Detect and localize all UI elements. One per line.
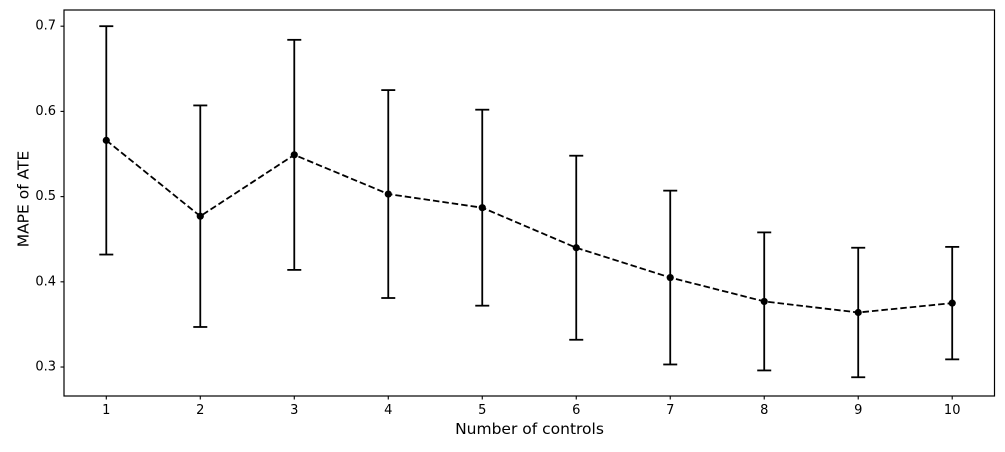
data-point-marker	[196, 212, 204, 220]
data-point-marker	[478, 204, 486, 212]
y-tick-label: 0.4	[35, 274, 56, 289]
data-point-marker	[572, 244, 580, 252]
x-tick-label: 2	[196, 403, 204, 418]
y-tick-label: 0.6	[35, 104, 56, 119]
x-tick-label: 9	[854, 403, 862, 418]
data-point-marker	[666, 273, 674, 282]
data-point-marker	[384, 190, 392, 198]
trend-line	[105, 139, 953, 314]
x-tick-label: 8	[760, 403, 768, 418]
x-tick-label: 4	[384, 403, 392, 418]
x-tick-label: 5	[478, 403, 486, 418]
plot-area-background	[64, 10, 995, 396]
y-axis-label: MAPE of ATE	[14, 150, 33, 248]
y-tick-label: 0.3	[35, 360, 56, 375]
data-point-marker	[948, 299, 956, 307]
x-axis-label: Number of controls	[455, 420, 604, 438]
data-point-marker	[102, 136, 110, 144]
x-tick-label: 7	[666, 403, 674, 418]
plot-border	[63, 9, 996, 397]
y-tick-label: 0.7	[35, 19, 56, 34]
data-point-marker	[854, 308, 862, 317]
x-tick-label: 3	[290, 403, 298, 418]
data-point-marker	[290, 151, 298, 159]
x-tick-label: 1	[102, 403, 110, 418]
data-point-marker	[760, 297, 768, 306]
x-tick-label: 6	[572, 403, 580, 418]
x-tick-label: 10	[944, 403, 961, 418]
y-tick-label: 0.5	[35, 189, 56, 204]
